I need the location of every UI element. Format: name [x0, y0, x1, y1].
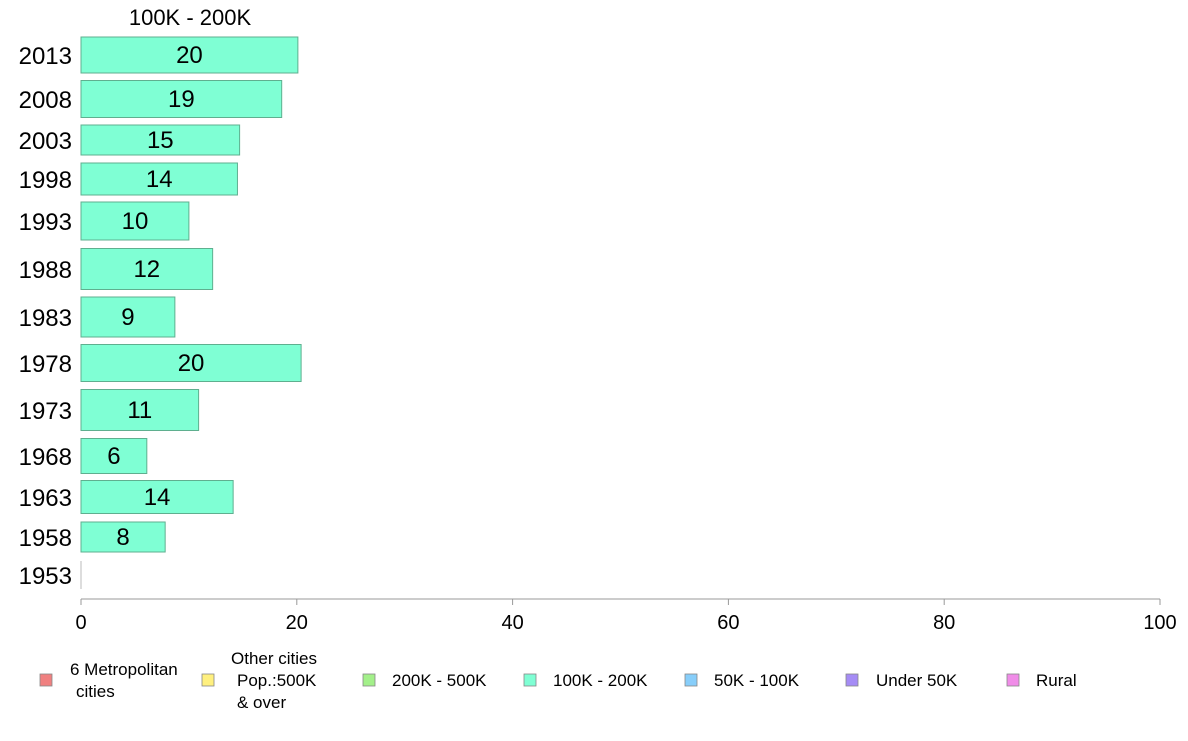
legend-swatch-100k-200k [523, 673, 537, 687]
data-label-1998: 14 [146, 166, 173, 193]
y-tick-label-2008: 2008 [19, 87, 72, 114]
y-tick-label-1958: 1958 [19, 525, 72, 552]
legend-swatch-50k-100k [684, 673, 698, 687]
legend-swatch-under-50k [845, 673, 859, 687]
y-tick-label-1973: 1973 [19, 398, 72, 425]
x-tick-label-20: 20 [286, 612, 308, 634]
y-tick-label-1993: 1993 [19, 209, 72, 236]
bar-1993 [80, 201, 190, 241]
data-label-1978: 20 [178, 350, 205, 377]
bar-1998 [80, 162, 238, 196]
bar-1958 [80, 521, 166, 553]
data-label-1983: 9 [121, 304, 134, 331]
legend-label-other-cities-pop-500k-over-line-1: Other cities [231, 649, 317, 668]
legend-label-other-cities-pop-500k-over-line-2: Pop.:500K [237, 671, 317, 690]
legend-swatch-rural [1006, 673, 1020, 687]
legend-swatch-other-cities-pop-500k-over [201, 673, 215, 687]
legend-label-under-50k: Under 50K [876, 671, 958, 690]
y-tick-label-1968: 1968 [19, 444, 72, 471]
x-tick-label-80: 80 [933, 612, 955, 634]
bar-2008 [80, 80, 283, 118]
legend-label-200k-500k: 200K - 500K [392, 671, 487, 690]
x-tick-label-60: 60 [717, 612, 739, 634]
y-tick-label-1988: 1988 [19, 257, 72, 284]
legend-label-6-metropolitan-cities-line-1: 6 Metropolitan [70, 660, 178, 679]
data-label-2008: 19 [168, 86, 195, 113]
data-label-1973: 11 [127, 397, 152, 424]
bar-1978 [80, 344, 302, 382]
y-tick-label-2003: 2003 [19, 128, 72, 155]
data-label-1993: 10 [122, 208, 149, 235]
legend-swatch-200k-500k [362, 673, 376, 687]
data-label-1968: 6 [107, 443, 120, 470]
legend: 6 Metropolitan cities Other cities Pop.:500… [39, 649, 1077, 712]
legend-label-50k-100k: 50K - 100K [714, 671, 800, 690]
bars-layer: 20 19 15 14 10 12 9 20 11 6 14 8 [80, 36, 302, 589]
bar-2013 [80, 36, 299, 74]
bar-1973 [80, 389, 200, 431]
y-tick-label-1963: 1963 [19, 485, 72, 512]
legend-label-6-metropolitan-cities-line-2: cities [76, 682, 115, 701]
data-label-1958: 8 [116, 524, 129, 551]
data-label-2013: 20 [176, 42, 203, 69]
bar-1968 [80, 438, 148, 474]
y-tick-label-1983: 1983 [19, 305, 72, 332]
y-tick-label-1953: 1953 [19, 563, 72, 590]
bar-1983 [80, 296, 176, 338]
legend-label-rural: Rural [1036, 671, 1077, 690]
bar-2003 [80, 124, 241, 156]
y-axis-labels: 2013 2008 2003 1998 1993 1988 1983 1978 1973 1968… [19, 43, 72, 590]
chart-title: 100K - 200K [129, 5, 252, 30]
x-tick-label-0: 0 [75, 612, 86, 634]
x-tick-label-100: 100 [1143, 612, 1176, 634]
legend-label-other-cities-pop-500k-over-line-3: & over [237, 693, 286, 712]
legend-label-100k-200k: 100K - 200K [553, 671, 648, 690]
bar-1963 [80, 480, 234, 514]
x-axis: 0 20 40 60 80 100 [75, 598, 1177, 634]
x-tick-label-40: 40 [501, 612, 523, 634]
legend-swatch-6-metropolitan-cities [39, 673, 53, 687]
data-label-1963: 14 [144, 484, 171, 511]
data-label-2003: 15 [147, 127, 174, 154]
data-label-1988: 12 [133, 256, 160, 283]
y-tick-label-1998: 1998 [19, 167, 72, 194]
y-tick-label-2013: 2013 [19, 43, 72, 70]
y-tick-label-1978: 1978 [19, 351, 72, 378]
bar-1988 [80, 248, 214, 290]
